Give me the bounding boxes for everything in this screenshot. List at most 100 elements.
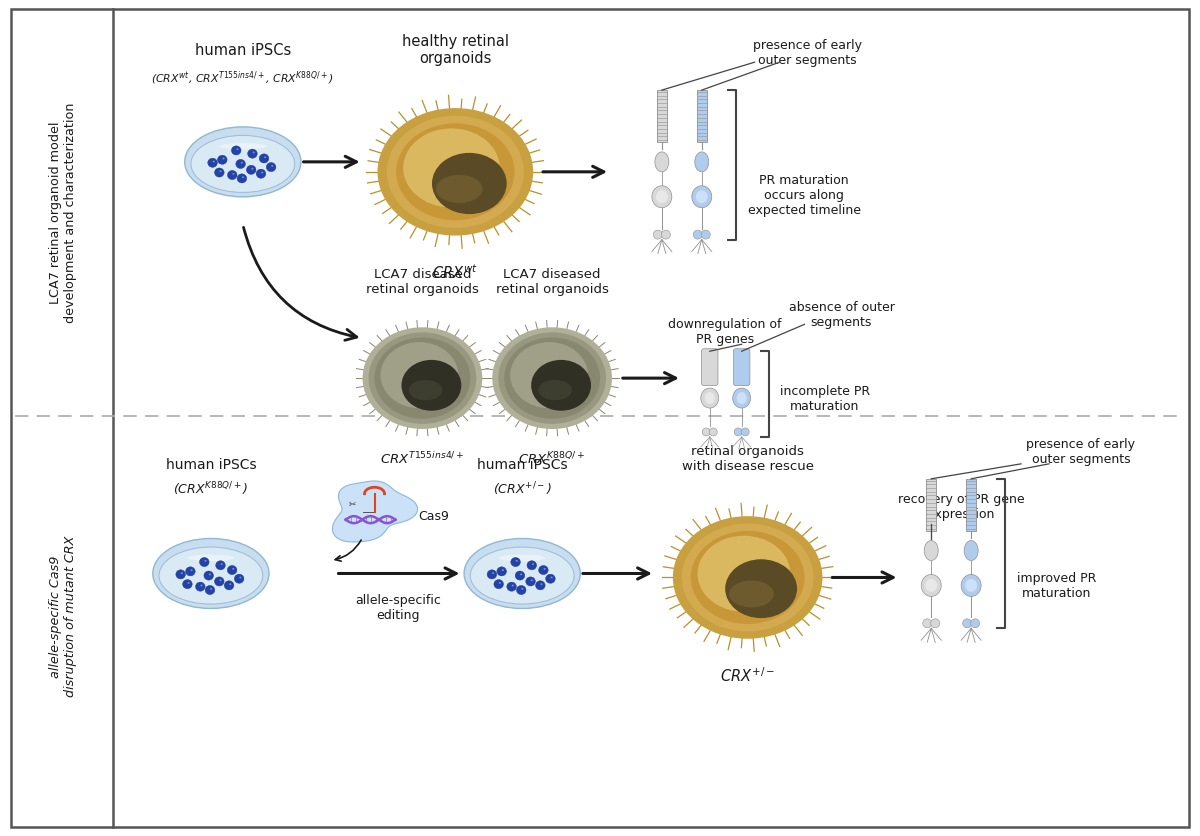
Ellipse shape	[378, 109, 533, 237]
Ellipse shape	[511, 585, 514, 587]
Ellipse shape	[215, 169, 224, 178]
Polygon shape	[332, 482, 418, 543]
Ellipse shape	[487, 570, 497, 579]
Ellipse shape	[386, 116, 524, 228]
Ellipse shape	[701, 231, 710, 240]
Text: healthy retinal
organoids: healthy retinal organoids	[402, 34, 509, 66]
Text: $CRX^{+/-}$: $CRX^{+/-}$	[720, 666, 775, 685]
FancyBboxPatch shape	[966, 479, 977, 531]
Text: presence of early
outer segments: presence of early outer segments	[1026, 437, 1135, 466]
Ellipse shape	[220, 171, 222, 173]
Ellipse shape	[504, 338, 600, 420]
Ellipse shape	[210, 589, 212, 590]
Ellipse shape	[682, 524, 814, 632]
Ellipse shape	[922, 575, 941, 597]
Ellipse shape	[742, 429, 749, 436]
Ellipse shape	[432, 154, 506, 215]
Ellipse shape	[242, 177, 244, 179]
Ellipse shape	[212, 161, 215, 163]
Ellipse shape	[233, 568, 234, 570]
Ellipse shape	[511, 558, 521, 567]
Text: presence of early
outer segments: presence of early outer segments	[754, 39, 862, 67]
Text: retinal organoids
with disease rescue: retinal organoids with disease rescue	[682, 445, 814, 472]
Ellipse shape	[532, 360, 592, 411]
Ellipse shape	[530, 579, 533, 582]
Ellipse shape	[181, 573, 182, 574]
Ellipse shape	[152, 539, 269, 609]
Ellipse shape	[220, 144, 266, 150]
Ellipse shape	[409, 380, 442, 400]
Ellipse shape	[264, 157, 266, 159]
Text: human iPSCs: human iPSCs	[476, 457, 568, 472]
Ellipse shape	[222, 159, 224, 161]
Ellipse shape	[539, 566, 548, 575]
Ellipse shape	[251, 169, 253, 171]
Ellipse shape	[971, 619, 979, 628]
Ellipse shape	[236, 149, 239, 151]
Ellipse shape	[734, 429, 742, 436]
Ellipse shape	[216, 561, 226, 570]
Ellipse shape	[502, 569, 504, 571]
Ellipse shape	[176, 570, 186, 579]
Ellipse shape	[403, 130, 499, 208]
Ellipse shape	[228, 171, 238, 181]
Text: recovery of PR gene
expression: recovery of PR gene expression	[898, 492, 1025, 520]
Ellipse shape	[234, 574, 244, 584]
Ellipse shape	[506, 583, 516, 592]
Text: PR maturation
occurs along
expected timeline: PR maturation occurs along expected time…	[748, 174, 860, 217]
Text: ($CRX^{K88Q/+}$): ($CRX^{K88Q/+}$)	[173, 479, 248, 497]
Ellipse shape	[499, 555, 546, 562]
Text: ($CRX^{wt}$, $CRX^{T155ins4/+}$, $CRX^{K88Q/+}$): ($CRX^{wt}$, $CRX^{T155ins4/+}$, $CRX^{K…	[151, 69, 335, 87]
Ellipse shape	[497, 567, 506, 576]
Ellipse shape	[233, 174, 234, 176]
Ellipse shape	[492, 573, 494, 574]
Text: $CRX^{K88Q/+}$: $CRX^{K88Q/+}$	[518, 450, 586, 466]
Text: allele-specific Cas9
disruption of mutant CRX: allele-specific Cas9 disruption of mutan…	[49, 535, 77, 696]
Ellipse shape	[696, 191, 708, 204]
Text: LCA7 retinal organoid model
development and characterization: LCA7 retinal organoid model development …	[49, 102, 77, 323]
Ellipse shape	[521, 589, 523, 590]
Ellipse shape	[653, 231, 662, 240]
Ellipse shape	[229, 584, 232, 585]
Ellipse shape	[205, 586, 215, 595]
Ellipse shape	[241, 163, 242, 165]
Text: $CRX^{T155ins4/+}$: $CRX^{T155ins4/+}$	[380, 451, 464, 466]
Ellipse shape	[540, 584, 542, 585]
Text: allele-specific
editing: allele-specific editing	[355, 594, 442, 622]
Ellipse shape	[246, 166, 256, 176]
Ellipse shape	[221, 563, 223, 565]
Ellipse shape	[224, 581, 234, 590]
Text: $CRX^{wt}$: $CRX^{wt}$	[432, 263, 479, 282]
Ellipse shape	[694, 231, 702, 240]
Ellipse shape	[266, 163, 276, 172]
Ellipse shape	[247, 150, 257, 159]
Ellipse shape	[704, 393, 715, 405]
Text: ($CRX^{+/-}$): ($CRX^{+/-}$)	[493, 479, 552, 497]
Ellipse shape	[208, 159, 217, 168]
Ellipse shape	[271, 166, 274, 167]
Ellipse shape	[652, 186, 672, 208]
Ellipse shape	[532, 563, 534, 565]
Ellipse shape	[924, 541, 938, 561]
Ellipse shape	[535, 581, 545, 590]
Ellipse shape	[701, 389, 719, 409]
Ellipse shape	[965, 579, 977, 592]
Text: downregulation of
PR genes: downregulation of PR genes	[668, 318, 781, 346]
Ellipse shape	[494, 580, 504, 589]
Ellipse shape	[931, 619, 940, 628]
Text: incomplete PR
maturation: incomplete PR maturation	[780, 385, 870, 413]
Ellipse shape	[725, 559, 797, 619]
Ellipse shape	[259, 155, 269, 164]
Text: human iPSCs: human iPSCs	[166, 457, 257, 472]
Ellipse shape	[191, 136, 295, 193]
Ellipse shape	[516, 560, 518, 562]
Ellipse shape	[402, 360, 461, 411]
Ellipse shape	[187, 583, 190, 584]
Ellipse shape	[498, 333, 606, 425]
Ellipse shape	[239, 577, 241, 579]
Ellipse shape	[697, 536, 791, 612]
Ellipse shape	[182, 580, 192, 589]
Ellipse shape	[695, 153, 709, 172]
Ellipse shape	[396, 125, 515, 221]
FancyBboxPatch shape	[702, 349, 718, 386]
